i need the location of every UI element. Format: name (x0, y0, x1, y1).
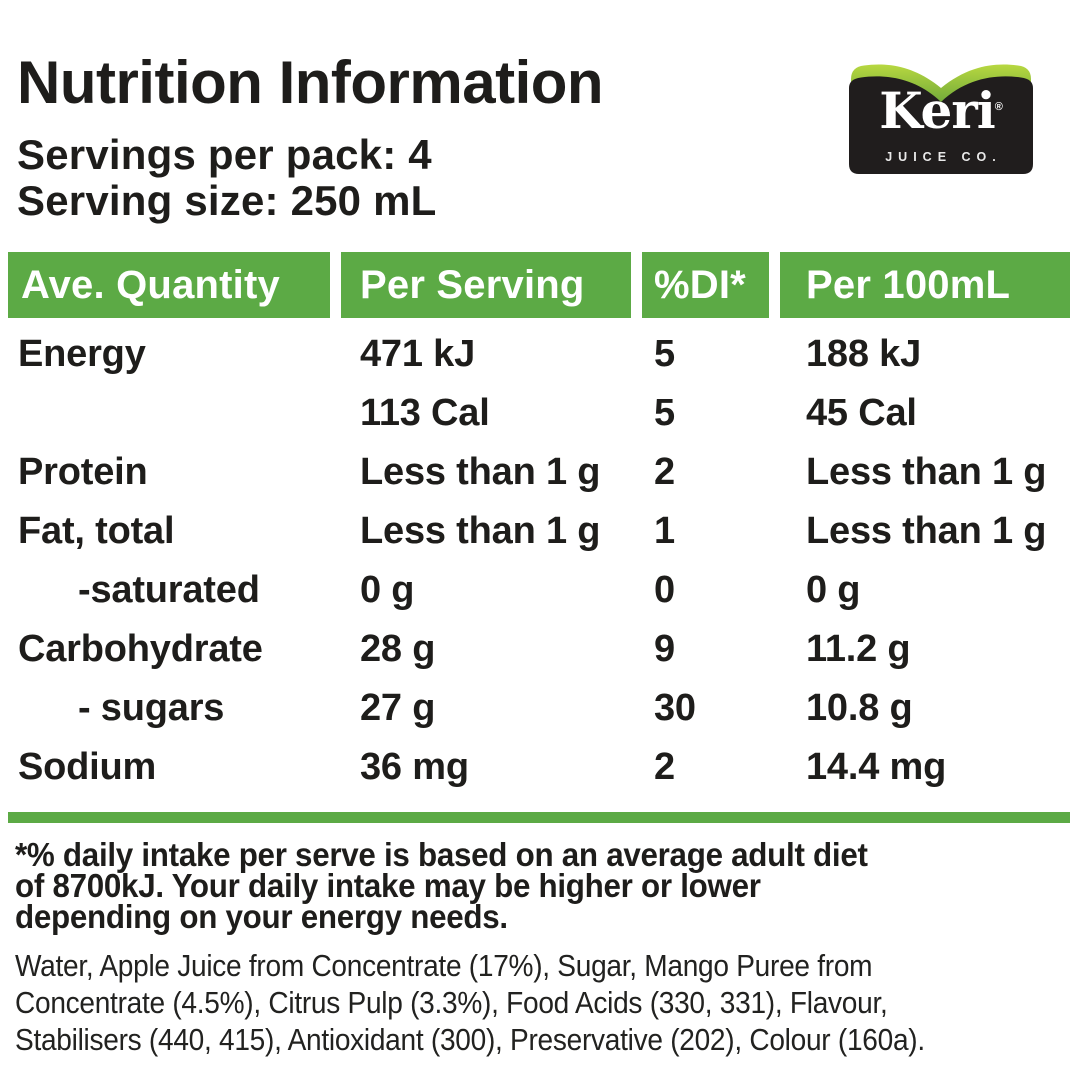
cell-per-100ml: 14.4 mg (806, 746, 947, 788)
cell-per-serving: 36 mg (360, 746, 469, 788)
cell-label: - sugars (78, 687, 225, 729)
cell-label: Fat, total (18, 510, 175, 552)
table-row: -saturated 0 g 0 0 g (8, 561, 1070, 620)
cell-per-100ml: 45 Cal (806, 392, 917, 434)
cell-di: 0 (654, 569, 675, 611)
cell-per-100ml: Less than 1 g (806, 451, 1047, 493)
cell-label: Sodium (18, 746, 157, 788)
header-di: %DI* (642, 252, 769, 318)
keri-logo-shape-icon (849, 64, 1033, 174)
header-per-serving: Per Serving (341, 252, 631, 318)
cell-per-serving: 471 kJ (360, 333, 476, 375)
cell-di: 2 (654, 451, 675, 493)
nutrition-table: Ave. Quantity Per Serving %DI* Per 100mL… (8, 252, 1070, 797)
ingredients-line: Concentrate (4.5%), Citrus Pulp (3.3%), … (15, 986, 888, 1020)
footnote-line: *% daily intake per serve is based on an… (15, 836, 868, 873)
pack-info: Servings per pack: 4 Serving size: 250 m… (17, 132, 437, 224)
cell-per-100ml: 188 kJ (806, 333, 922, 375)
cell-per-100ml: Less than 1 g (806, 510, 1047, 552)
servings-per-pack: Servings per pack: 4 (17, 131, 432, 178)
header-ave-quantity: Ave. Quantity (8, 252, 330, 318)
cell-per-serving: 0 g (360, 569, 415, 611)
logo-subtitle: JUICE CO. (885, 150, 1002, 164)
header-per-100ml: Per 100mL (780, 252, 1070, 318)
cell-per-serving: 28 g (360, 628, 436, 670)
cell-label: Energy (18, 333, 146, 375)
cell-per-serving: Less than 1 g (360, 451, 601, 493)
cell-per-100ml: 10.8 g (806, 687, 913, 729)
cell-di: 5 (654, 392, 675, 434)
logo-brand-row: Keri® (841, 86, 1041, 136)
ingredients-line: Stabilisers (440, 415), Antioxidant (300… (15, 1023, 925, 1057)
logo-brand: Keri (879, 81, 996, 140)
cell-per-serving: 27 g (360, 687, 436, 729)
table-row: 113 Cal 5 45 Cal (8, 384, 1070, 443)
cell-label (8, 384, 330, 443)
page-title: Nutrition Information (17, 49, 604, 117)
green-divider (8, 812, 1070, 823)
table-row: Sodium 36 mg 2 14.4 mg (8, 738, 1070, 797)
footnote-line: of 8700kJ. Your daily intake may be high… (15, 867, 761, 904)
cell-di: 30 (654, 687, 696, 729)
cell-label: Protein (18, 451, 148, 493)
cell-di: 5 (654, 333, 675, 375)
keri-logo: Keri® JUICE CO. (841, 58, 1041, 178)
cell-per-100ml: 11.2 g (806, 628, 911, 670)
table-row: Protein Less than 1 g 2 Less than 1 g (8, 443, 1070, 502)
ingredients-text: Water, Apple Juice from Concentrate (17%… (15, 948, 1080, 1059)
cell-per-100ml: 0 g (806, 569, 861, 611)
cell-per-serving: Less than 1 g (360, 510, 601, 552)
registered-mark-icon: ® (994, 101, 1003, 113)
ingredients-line: Water, Apple Juice from Concentrate (17%… (15, 949, 873, 983)
footnote-line: depending on your energy needs. (15, 898, 508, 935)
table-row: Fat, total Less than 1 g 1 Less than 1 g (8, 502, 1070, 561)
serving-size: Serving size: 250 mL (17, 177, 437, 224)
table-row: - sugars 27 g 30 10.8 g (8, 679, 1070, 738)
table-header-row: Ave. Quantity Per Serving %DI* Per 100mL (8, 252, 1070, 318)
table-body: Energy 471 kJ 5 188 kJ 113 Cal 5 45 Cal … (8, 325, 1070, 797)
cell-di: 1 (654, 510, 675, 552)
cell-di: 2 (654, 746, 675, 788)
cell-per-serving: 113 Cal (360, 392, 490, 434)
cell-label: Carbohydrate (18, 628, 263, 670)
daily-intake-footnote: *% daily intake per serve is based on an… (15, 836, 1060, 935)
table-row: Energy 471 kJ 5 188 kJ (8, 325, 1070, 384)
cell-label: -saturated (78, 569, 260, 611)
cell-di: 9 (654, 628, 675, 670)
table-row: Carbohydrate 28 g 9 11.2 g (8, 620, 1070, 679)
